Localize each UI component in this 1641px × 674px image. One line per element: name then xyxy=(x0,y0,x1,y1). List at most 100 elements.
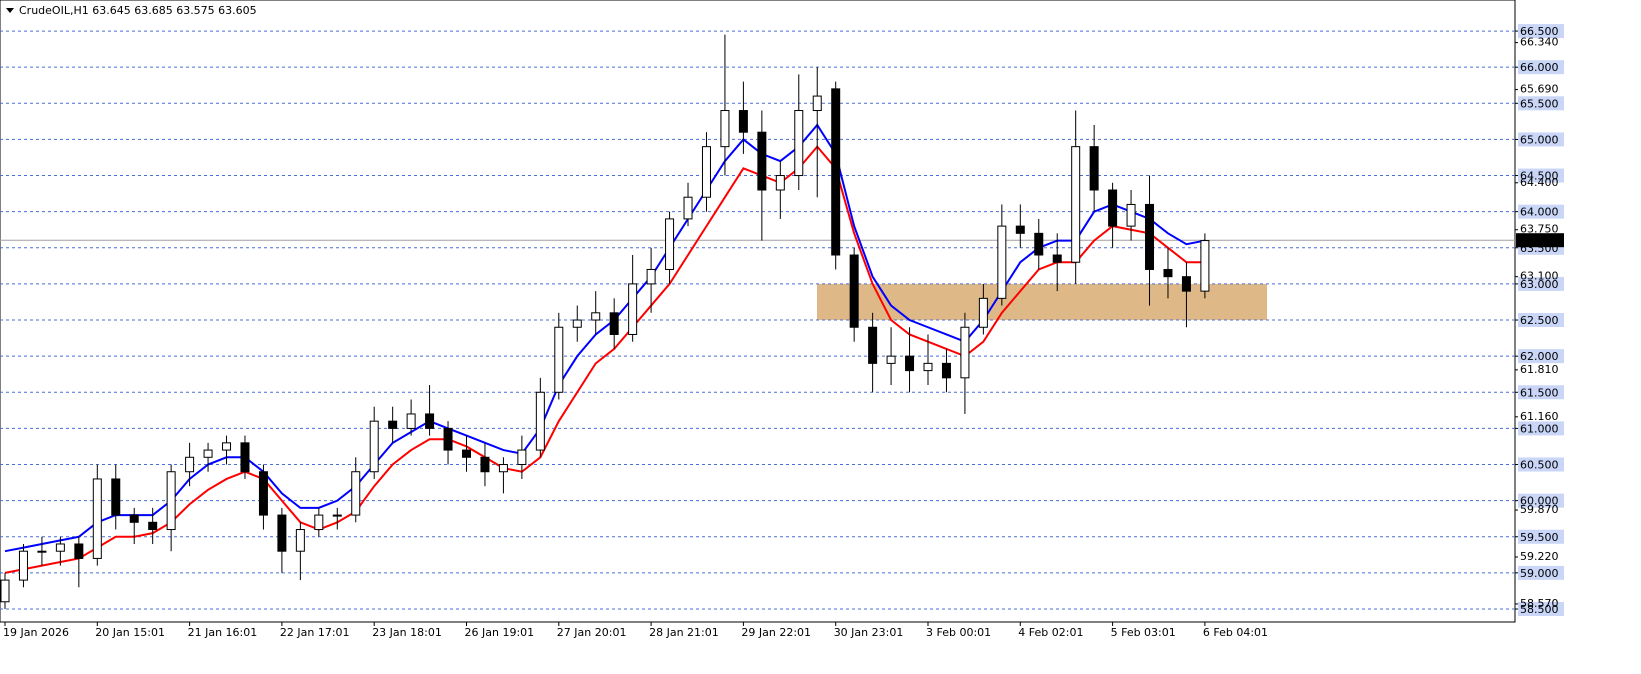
x-tick-label: 5 Feb 03:01 xyxy=(1111,626,1176,639)
candle-body xyxy=(240,442,250,473)
candle-body xyxy=(886,355,896,364)
last-price-label: 63.605 xyxy=(1520,234,1559,247)
y-tick-box xyxy=(1518,457,1564,472)
candle-body xyxy=(923,362,933,372)
candle-body xyxy=(960,326,970,379)
candle-body xyxy=(462,449,471,458)
y-minor-tick-label: 64.400 xyxy=(1520,176,1559,189)
y-tick-label: 65.500 xyxy=(1520,97,1559,110)
y-minor-tick-label: 58.570 xyxy=(1520,597,1559,610)
x-tick-label: 4 Feb 02:01 xyxy=(1018,626,1083,639)
y-tick-box xyxy=(1518,96,1564,111)
candle-body xyxy=(554,326,564,393)
y-tick-box xyxy=(1518,276,1564,291)
candle-body xyxy=(443,427,453,451)
y-tick-label: 61.000 xyxy=(1520,422,1559,435)
x-tick-label: 19 Jan 2026 xyxy=(3,626,69,639)
candle-body xyxy=(1034,232,1044,256)
candle-body xyxy=(812,95,822,112)
candle-body xyxy=(185,456,195,473)
x-tick-label: 22 Jan 17:01 xyxy=(280,626,350,639)
y-tick-label: 64.500 xyxy=(1520,170,1559,183)
candle-body xyxy=(849,254,859,328)
candle-body xyxy=(129,514,139,523)
y-minor-tick-label: 59.870 xyxy=(1520,503,1559,516)
y-tick-box xyxy=(1518,313,1564,328)
candle-body xyxy=(609,312,619,335)
last-price-box xyxy=(1516,233,1564,248)
y-tick-box xyxy=(1518,529,1564,544)
candle-body xyxy=(572,319,582,328)
candle-body xyxy=(701,146,711,198)
menu-arrow[interactable] xyxy=(6,8,14,13)
candle-body xyxy=(738,110,748,133)
candle-body xyxy=(0,579,10,603)
candle-body xyxy=(74,543,84,559)
y-tick-box xyxy=(1518,421,1564,436)
candle-body xyxy=(295,529,305,552)
x-tick-label: 20 Jan 15:01 xyxy=(95,626,165,639)
candle-body xyxy=(1181,276,1191,292)
x-tick-label: 29 Jan 22:01 xyxy=(741,626,811,639)
y-minor-tick-label: 65.690 xyxy=(1520,83,1559,96)
candle-body xyxy=(55,543,65,552)
y-tick-label: 66.500 xyxy=(1520,25,1559,38)
x-tick-label: 23 Jan 18:01 xyxy=(372,626,442,639)
candle-body xyxy=(111,478,121,516)
candle-body xyxy=(1200,240,1210,292)
candle-body xyxy=(222,442,232,451)
candle-body xyxy=(1126,203,1136,227)
plot-frame xyxy=(0,0,1516,623)
candle-body xyxy=(92,478,102,559)
y-tick-label: 59.500 xyxy=(1520,531,1559,544)
candle-body xyxy=(831,88,841,256)
y-tick-box xyxy=(1518,565,1564,580)
y-minor-tick-label: 66.340 xyxy=(1520,36,1559,49)
candle-body xyxy=(480,456,490,473)
y-tick-box xyxy=(1518,132,1564,147)
y-minor-tick-label: 61.810 xyxy=(1520,363,1559,376)
candle-body xyxy=(941,362,951,379)
x-tick-label: 3 Feb 00:01 xyxy=(926,626,991,639)
y-tick-box xyxy=(1518,60,1564,75)
candle-body xyxy=(868,326,878,364)
candle-body xyxy=(905,355,915,372)
candle-body xyxy=(997,225,1007,299)
y-tick-box xyxy=(1518,24,1564,39)
y-tick-label: 62.500 xyxy=(1520,314,1559,327)
y-minor-tick-label: 63.100 xyxy=(1520,270,1559,283)
moving-average xyxy=(4,145,1205,574)
candle-body xyxy=(535,391,545,451)
y-minor-tick-label: 59.220 xyxy=(1520,550,1559,563)
y-tick-label: 60.500 xyxy=(1520,459,1559,472)
y-tick-box xyxy=(1518,385,1564,400)
candle-body xyxy=(628,283,638,335)
y-minor-tick-label: 63.750 xyxy=(1520,223,1559,236)
x-tick-label: 26 Jan 19:01 xyxy=(465,626,535,639)
y-tick-label: 59.000 xyxy=(1520,567,1559,580)
candle-body xyxy=(1108,189,1118,227)
candle-body xyxy=(406,413,416,429)
candle-body xyxy=(388,420,398,429)
candle-body xyxy=(369,420,379,473)
candle-body xyxy=(277,514,287,552)
candle-body xyxy=(683,196,693,220)
chart-title: CrudeOIL,H1 63.645 63.685 63.575 63.605 xyxy=(19,4,257,17)
candle-body xyxy=(720,110,730,148)
x-tick-label: 27 Jan 20:01 xyxy=(557,626,627,639)
y-tick-label: 65.000 xyxy=(1520,133,1559,146)
x-tick-label: 6 Feb 04:01 xyxy=(1203,626,1268,639)
candle-body xyxy=(1071,146,1081,263)
candle-body xyxy=(1163,268,1173,278)
candle-body xyxy=(1145,203,1155,270)
candle-body xyxy=(646,268,656,285)
candle-body xyxy=(351,471,361,516)
candle-body xyxy=(591,312,601,321)
candle-body xyxy=(148,521,158,531)
y-tick-box xyxy=(1518,204,1564,219)
x-tick-label: 21 Jan 16:01 xyxy=(188,626,258,639)
candle-body xyxy=(665,218,675,270)
candle-body xyxy=(18,550,28,581)
